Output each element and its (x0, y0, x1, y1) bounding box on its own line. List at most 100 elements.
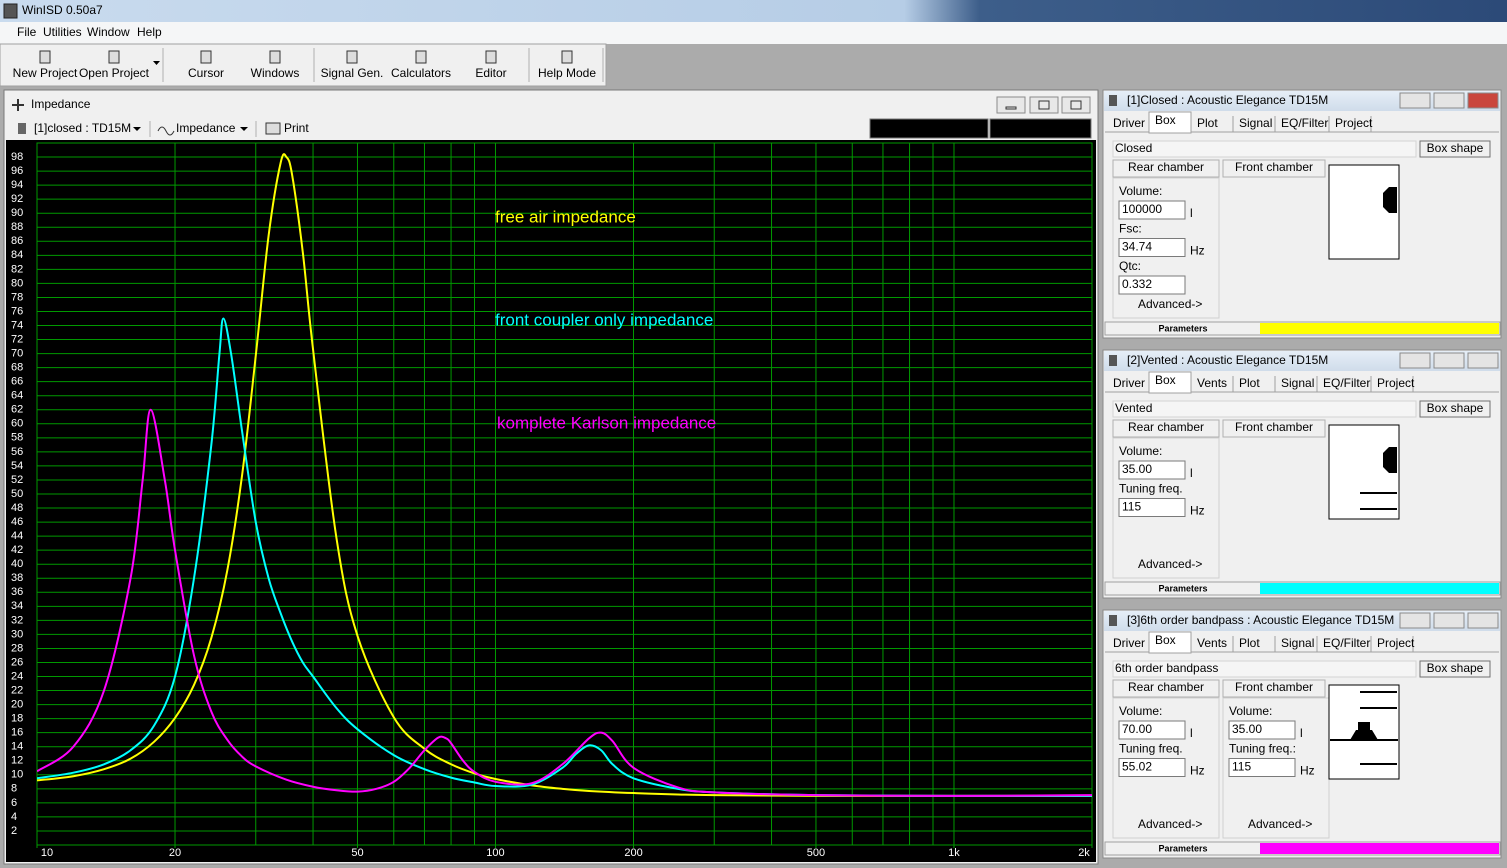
field-label: Volume: (1119, 444, 1162, 458)
toolbar-label[interactable]: Editor (475, 66, 506, 80)
toolbar-label[interactable]: Cursor (188, 66, 224, 80)
tab-selected[interactable] (1148, 631, 1192, 654)
tab-selected[interactable] (1148, 111, 1192, 134)
dropdown-arrow (153, 61, 160, 65)
input[interactable] (1228, 758, 1296, 777)
window-button[interactable] (1399, 612, 1431, 629)
toolbar-label[interactable]: Signal Gen. (321, 66, 384, 80)
window-button[interactable] (1433, 92, 1465, 109)
button[interactable] (1112, 419, 1220, 438)
tab[interactable]: Signal (1281, 636, 1314, 650)
input[interactable] (1118, 758, 1186, 777)
field-value[interactable]: 70.00 (1122, 722, 1152, 736)
tab[interactable]: Driver (1113, 376, 1145, 390)
menu-item[interactable]: Utilities (43, 25, 82, 39)
driver-select[interactable]: [1]closed : TD15M (34, 121, 131, 135)
front-chamber-button[interactable]: Front chamber (1235, 680, 1313, 694)
tab[interactable]: Box (1155, 373, 1176, 387)
field-value[interactable]: 34.74 (1122, 240, 1152, 254)
input[interactable] (1228, 720, 1296, 740)
button[interactable] (1112, 159, 1220, 178)
button[interactable] (1112, 679, 1220, 698)
tab[interactable]: Plot (1239, 636, 1260, 650)
input[interactable] (1118, 498, 1186, 517)
window-button[interactable] (1399, 352, 1431, 369)
button[interactable] (1419, 400, 1491, 418)
box-diagram (1328, 164, 1400, 260)
input[interactable] (1118, 460, 1186, 480)
tab[interactable]: EQ/Filter (1323, 376, 1370, 390)
window-button[interactable] (1433, 612, 1465, 629)
button[interactable] (1222, 159, 1326, 178)
button[interactable] (1419, 660, 1491, 678)
button[interactable] (1222, 419, 1326, 438)
rear-chamber-button[interactable]: Rear chamber (1128, 160, 1204, 174)
panel-title: [1]Closed : Acoustic Elegance TD15M (1127, 93, 1328, 107)
y-tick-label: 12 (11, 755, 23, 767)
toolbar-label[interactable]: New Project (13, 66, 78, 80)
tab[interactable]: Box (1155, 113, 1176, 127)
window-button[interactable] (1029, 96, 1059, 114)
menu-item[interactable]: File (17, 25, 37, 39)
y-tick-label: 20 (11, 699, 23, 711)
y-tick-label: 68 (11, 362, 23, 374)
input[interactable] (1118, 720, 1186, 740)
field-value[interactable]: 55.02 (1122, 760, 1152, 774)
button[interactable] (1419, 140, 1491, 158)
box-shape-button[interactable]: Box shape (1427, 141, 1484, 155)
toolbar-label[interactable]: Help Mode (538, 66, 596, 80)
window-button[interactable] (1467, 92, 1499, 109)
y-tick-label: 40 (11, 558, 23, 570)
rear-chamber-button[interactable]: Rear chamber (1128, 420, 1204, 434)
tab[interactable]: Signal (1239, 116, 1272, 130)
field-value[interactable]: 35.00 (1122, 462, 1152, 476)
menu-item[interactable]: Help (137, 25, 162, 39)
tab[interactable]: Box (1155, 633, 1176, 647)
input[interactable] (1118, 238, 1186, 257)
tab[interactable]: Vents (1197, 636, 1227, 650)
box-shape-button[interactable]: Box shape (1427, 401, 1484, 415)
tab[interactable]: Project (1377, 376, 1415, 390)
tab[interactable]: Driver (1113, 636, 1145, 650)
window-button[interactable] (1061, 96, 1091, 114)
tab[interactable]: EQ/Filter (1281, 116, 1328, 130)
tab[interactable]: Plot (1197, 116, 1218, 130)
field-value[interactable]: 0.332 (1122, 277, 1152, 291)
tab[interactable]: EQ/Filter (1323, 636, 1370, 650)
window-button[interactable] (996, 96, 1026, 114)
window-button[interactable] (1467, 352, 1499, 369)
window-button[interactable] (1399, 92, 1431, 109)
tab[interactable]: Project (1335, 116, 1373, 130)
rear-chamber-button[interactable]: Rear chamber (1128, 680, 1204, 694)
front-chamber-button[interactable]: Front chamber (1235, 420, 1313, 434)
field-value[interactable]: 100000 (1122, 202, 1162, 216)
print-button[interactable]: Print (284, 121, 309, 135)
advanced-link[interactable]: Advanced-> (1138, 557, 1202, 571)
advanced-link[interactable]: Advanced-> (1248, 817, 1312, 831)
tab-selected[interactable] (1148, 371, 1192, 394)
box-shape-button[interactable]: Box shape (1427, 661, 1484, 675)
input[interactable] (1118, 200, 1186, 220)
menu-item[interactable]: Window (87, 25, 130, 39)
x-tick-label: 20 (169, 847, 181, 859)
tab[interactable]: Project (1377, 636, 1415, 650)
front-chamber-button[interactable]: Front chamber (1235, 160, 1313, 174)
field-value[interactable]: 115 (1122, 500, 1141, 514)
advanced-link[interactable]: Advanced-> (1138, 817, 1202, 831)
tab[interactable]: Signal (1281, 376, 1314, 390)
plot-select[interactable]: Impedance (176, 121, 236, 135)
tab[interactable]: Plot (1239, 376, 1260, 390)
tab[interactable]: Vents (1197, 376, 1227, 390)
advanced-link[interactable]: Advanced-> (1138, 297, 1202, 311)
button[interactable] (1222, 679, 1326, 698)
input[interactable] (1118, 275, 1186, 295)
toolbar-label[interactable]: Open Project (79, 66, 150, 80)
field-value[interactable]: 35.00 (1232, 722, 1262, 736)
field-value[interactable]: 115 (1232, 760, 1251, 774)
tab[interactable]: Driver (1113, 116, 1145, 130)
window-button[interactable] (1467, 612, 1499, 629)
toolbar-label[interactable]: Windows (251, 66, 300, 80)
window-button[interactable] (1433, 352, 1465, 369)
toolbar-label[interactable]: Calculators (391, 66, 451, 80)
y-tick-label: 64 (11, 390, 23, 402)
